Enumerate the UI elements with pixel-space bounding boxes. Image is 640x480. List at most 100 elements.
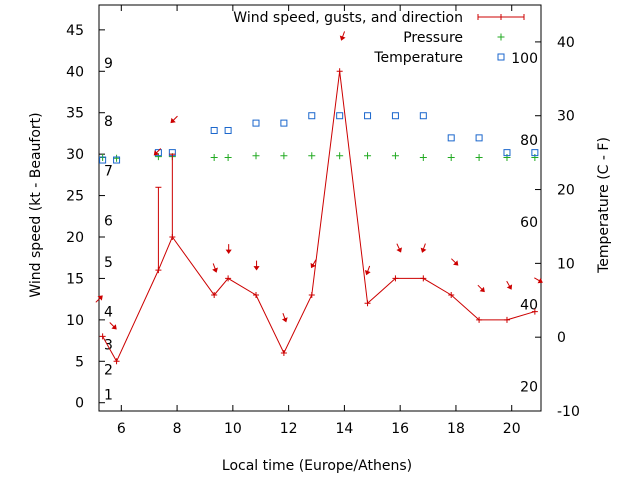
wind-direction-arrow — [339, 31, 346, 41]
plot-frame — [98, 4, 542, 412]
beaufort-label: 4 — [104, 305, 113, 321]
wind-speed-point — [211, 292, 218, 298]
y-right-tick-label: 30 — [557, 109, 575, 125]
temperature-point — [210, 126, 218, 134]
fahrenheit-label: 20 — [520, 380, 538, 396]
fahrenheit-label: 80 — [520, 133, 538, 149]
wind-speed-point — [531, 308, 538, 315]
fahrenheit-scale: 20 40 60 80 100 — [511, 51, 538, 395]
temperature-point — [252, 119, 260, 127]
legend-swatch-pressure — [497, 33, 505, 41]
beaufort-label: 9 — [104, 56, 113, 72]
wind-speed-point — [364, 300, 371, 307]
temperature-point — [531, 149, 539, 157]
temperature-point — [503, 149, 511, 157]
x-tick-label: 18 — [447, 421, 465, 437]
wind-direction-arrow — [396, 243, 402, 253]
y-left-tick-label: 0 — [75, 396, 84, 412]
beaufort-label: 6 — [104, 213, 113, 229]
x-tick-label: 12 — [280, 421, 298, 437]
wind-direction-arrow — [534, 277, 543, 284]
pressure-point — [475, 153, 483, 161]
y-right-tick-label: -10 — [557, 404, 580, 420]
pressure-point — [503, 153, 511, 161]
wind-direction-arrow — [506, 280, 513, 290]
pressure-point — [419, 153, 427, 161]
wind-direction-arrow — [310, 259, 317, 269]
wind-direction-arrow — [477, 284, 485, 293]
x-tick-label: 10 — [224, 421, 242, 437]
x-tick-label: 6 — [117, 421, 126, 437]
y-left-tick-label: 45 — [66, 23, 84, 39]
pressure-point — [364, 152, 372, 160]
temperature-point — [224, 126, 232, 134]
y-right-tick-label: 0 — [557, 330, 566, 346]
wind-direction-arrow — [364, 265, 371, 276]
wind-direction-arrow — [225, 244, 232, 254]
series-pressure — [99, 152, 539, 162]
fahrenheit-label: 60 — [520, 215, 538, 231]
wind-speed-point — [420, 275, 427, 282]
y-right-tick-label: 20 — [557, 183, 575, 199]
fahrenheit-label: 100 — [511, 51, 538, 67]
temperature-point — [336, 112, 344, 120]
beaufort-label: 7 — [104, 164, 113, 180]
pressure-point — [308, 152, 316, 160]
wind-speed-point — [280, 350, 287, 356]
temperature-point — [99, 156, 107, 164]
wind-speed-point — [308, 292, 315, 298]
wind-speed-point — [476, 316, 483, 323]
pressure-point — [391, 152, 399, 160]
y-left-tick-label: 40 — [66, 64, 84, 80]
wind-direction-arrow — [95, 295, 103, 303]
temperature-point — [447, 134, 455, 142]
y-right-tick-label: 40 — [557, 35, 575, 51]
wind-speed-point — [448, 292, 455, 298]
y-left-tick-label: 35 — [66, 106, 84, 122]
wind-speed-point — [336, 68, 343, 75]
wind-speed-point — [392, 275, 399, 282]
y-right-tick-label: 10 — [557, 256, 575, 272]
y-axis-right: -10 0 10 20 30 40 — [535, 35, 580, 420]
legend: Wind speed, gusts, and direction Pressure… — [233, 10, 525, 66]
beaufort-label: 8 — [104, 114, 113, 130]
y-left-tick-label: 25 — [66, 189, 84, 205]
y-left-tick-label: 15 — [66, 271, 84, 287]
beaufort-label: 2 — [104, 363, 113, 379]
pressure-point — [210, 153, 218, 161]
x-axis: 6 8 10 12 14 16 18 20 — [117, 5, 521, 437]
temperature-point — [308, 112, 316, 120]
y-axis-left-label: Wind speed (kt - Beaufort) — [28, 112, 44, 297]
y-left-tick-label: 5 — [75, 354, 84, 370]
x-tick-label: 14 — [335, 421, 353, 437]
legend-label: Pressure — [403, 30, 463, 46]
pressure-point — [280, 152, 288, 160]
pressure-point — [336, 152, 344, 160]
wind-speed-point — [99, 333, 106, 340]
pressure-point — [531, 153, 539, 161]
y-left-tick-label: 30 — [66, 147, 84, 163]
fahrenheit-label: 40 — [520, 298, 538, 314]
wind-direction-arrow — [420, 243, 427, 253]
y-axis-left: 0 5 10 15 20 25 30 35 40 45 — [66, 23, 105, 412]
legend-label: Temperature — [373, 50, 463, 66]
wind-direction-arrow — [170, 115, 178, 124]
wind-speed-point — [503, 316, 510, 323]
y-axis-right-label: Temperature (C - F) — [596, 137, 612, 274]
pressure-point — [252, 152, 260, 160]
legend-label: Wind speed, gusts, and direction — [233, 10, 463, 26]
wind-direction-arrow — [212, 263, 218, 273]
wind-speed-line — [102, 71, 536, 363]
x-tick-label: 20 — [503, 421, 521, 437]
beaufort-label: 5 — [104, 255, 113, 271]
wind-speed-point — [253, 292, 260, 298]
x-tick-label: 8 — [173, 421, 182, 437]
wind-arrows — [95, 31, 543, 330]
pressure-point — [447, 153, 455, 161]
y-left-tick-label: 10 — [66, 313, 84, 329]
temperature-point — [419, 112, 427, 120]
legend-swatch-temperature — [497, 53, 505, 61]
temperature-point — [391, 112, 399, 120]
